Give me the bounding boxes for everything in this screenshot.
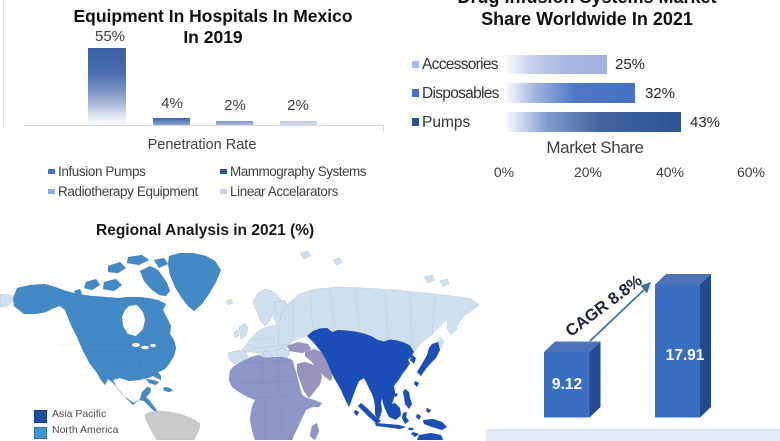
svg-text:9.12: 9.12 — [552, 376, 582, 393]
svg-text:17.91: 17.91 — [666, 347, 705, 364]
svg-text:CAGR 8.8%: CAGR 8.8% — [562, 271, 646, 340]
